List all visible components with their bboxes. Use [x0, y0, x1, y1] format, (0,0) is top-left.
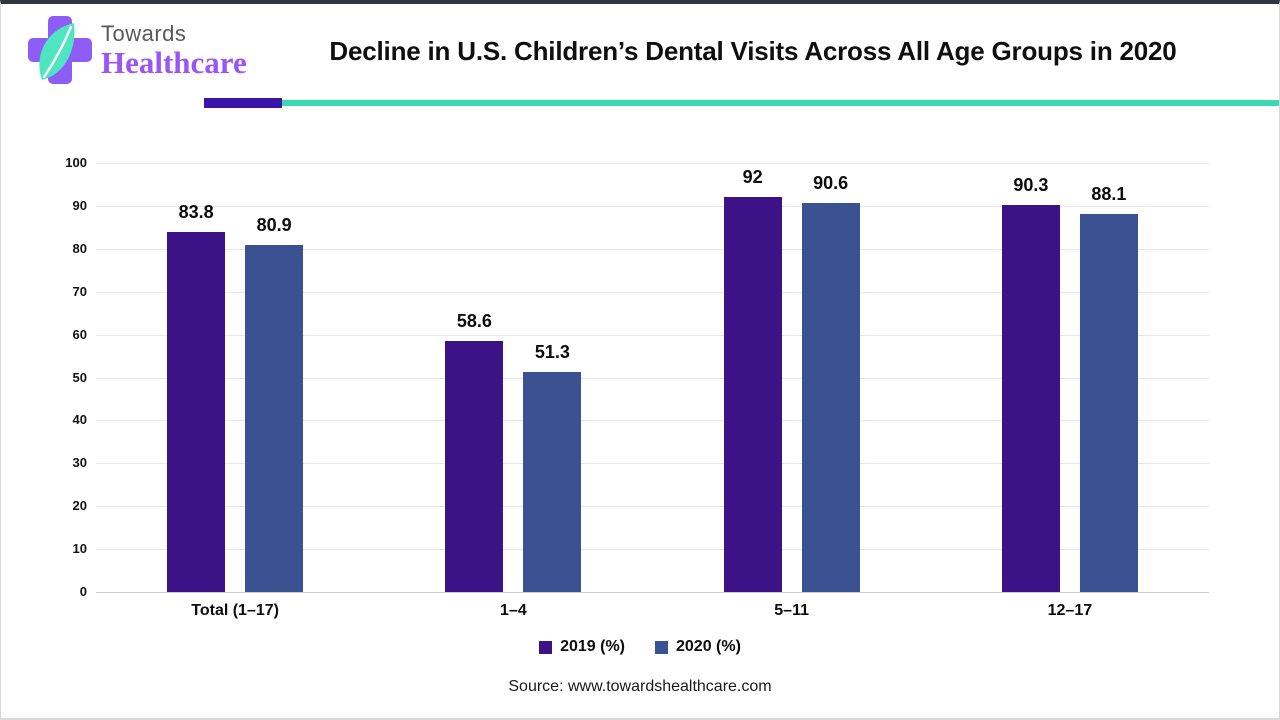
y-axis-tick-30: 30 [72, 455, 87, 471]
x-axis-label-3: 5–11 [774, 602, 809, 619]
bar-2020-3 [801, 203, 860, 592]
x-axis-label-4: 12–17 [1047, 602, 1093, 619]
y-axis-tick-0: 0 [79, 584, 87, 599]
logo-word-healthcare: Healthcare [101, 44, 247, 80]
source-text: Source: www.towardshealthcare.com [508, 678, 772, 695]
bar-2019-1 [167, 232, 226, 592]
y-axis-tick-70: 70 [72, 283, 87, 299]
x-axis-label-1: Total (1–17) [191, 602, 279, 619]
gridline-60 [96, 334, 1209, 336]
legend-swatch-icon [539, 640, 553, 654]
legend-label: 2019 (%) [560, 638, 625, 655]
bar-value-2020-4: 88.1 [1091, 184, 1127, 205]
y-axis-tick-40: 40 [72, 412, 87, 428]
bar-value-2020-2: 51.3 [534, 341, 570, 362]
gridline-90 [96, 205, 1209, 207]
bar-value-2019-2: 58.6 [456, 310, 492, 331]
legend-label: 2020 (%) [676, 638, 741, 655]
gridline-100 [96, 163, 1209, 164]
gridline-30 [96, 463, 1209, 465]
bar-2019-4 [1001, 204, 1060, 592]
y-axis-tick-100: 100 [65, 155, 87, 170]
logo-word-towards: Towards [101, 20, 187, 46]
chart-legend: 2019 (%) 2020 (%) [1, 638, 1279, 656]
brand-logo: Towards Healthcare [27, 14, 247, 86]
bar-value-2019-4: 90.3 [1013, 174, 1049, 195]
legend-swatch-icon [655, 640, 668, 654]
bar-2019-2 [445, 340, 504, 592]
gridline-50 [96, 377, 1209, 379]
legend-item-2020: 2020 (%) [655, 638, 741, 656]
healthcare-cross-leaf-icon [28, 16, 92, 84]
gridline-20 [96, 506, 1209, 508]
bar-2020-2 [523, 371, 582, 592]
bar-2020-4 [1079, 214, 1138, 592]
y-axis-tick-80: 80 [72, 240, 87, 256]
bar-value-2019-3: 92 [742, 167, 763, 188]
x-axis-label-2: 1–4 [500, 602, 527, 619]
gridline-10 [96, 549, 1209, 551]
y-axis-tick-50: 50 [72, 369, 87, 385]
gridline-40 [96, 420, 1209, 422]
y-axis-tick-10: 10 [72, 541, 87, 557]
separator-teal-line [282, 100, 1279, 106]
separator-purple-segment [204, 98, 282, 108]
legend-item-2019: 2019 (%) [539, 638, 625, 656]
bar-value-2020-3: 90.6 [813, 173, 849, 194]
page-title: Decline in U.S. Children’s Dental Visits… [329, 36, 1177, 66]
gridline-80 [96, 248, 1209, 250]
gridline-0 [96, 592, 1209, 593]
bar-2019-3 [723, 197, 782, 592]
y-axis-tick-20: 20 [72, 498, 87, 514]
bar-2020-1 [245, 244, 304, 592]
bar-value-2019-1: 83.8 [178, 202, 214, 223]
y-axis-tick-90: 90 [72, 197, 87, 213]
bar-value-2020-1: 80.9 [256, 214, 292, 235]
y-axis-tick-60: 60 [72, 326, 87, 342]
gridline-70 [96, 291, 1209, 293]
